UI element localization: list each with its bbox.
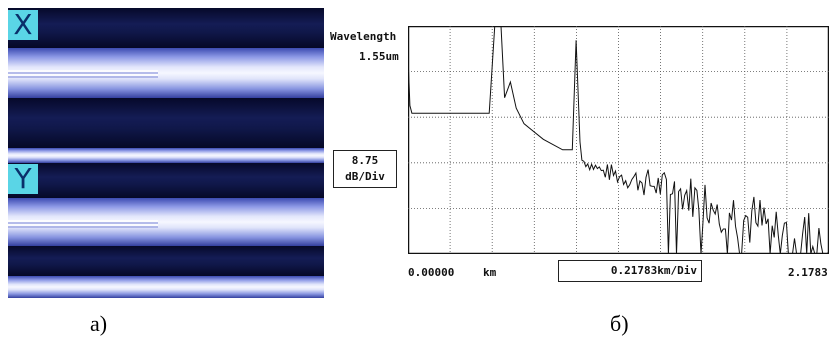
otdr-trace-panel: Wavelength 1.55um 8.75 dB/Div 0.00000 km…	[330, 20, 829, 310]
background-band	[8, 163, 324, 198]
otdr-plot	[408, 26, 829, 254]
x-axis-start: 0.00000	[408, 266, 455, 279]
fiber-y-lower	[8, 276, 324, 298]
vertical-scale-unit: dB/Div	[345, 170, 385, 183]
fiber-x-lower	[8, 148, 324, 163]
background-band	[8, 246, 324, 276]
background-band	[8, 98, 324, 148]
x-axis-unit: km	[483, 266, 497, 279]
wavelength-value: 1.55um	[359, 50, 399, 63]
fiber-splicer-image: X Y	[8, 8, 324, 298]
wavelength-label: Wavelength	[330, 30, 397, 43]
vertical-scale-value: 8.75	[351, 154, 379, 167]
caption-a: а)	[90, 311, 108, 336]
x-scale-box: 0.21783km/Div	[558, 260, 702, 282]
trace-line	[408, 26, 829, 254]
badge-x: X	[8, 10, 38, 40]
badge-y: Y	[8, 164, 38, 194]
plot-grid	[408, 26, 829, 254]
fiber-core	[8, 70, 158, 78]
x-axis-end: 2.1783	[788, 266, 828, 279]
background-band	[8, 8, 324, 48]
vertical-scale-box: 8.75 dB/Div	[333, 150, 397, 188]
caption-b: б)	[610, 311, 629, 336]
fiber-core	[8, 220, 158, 228]
